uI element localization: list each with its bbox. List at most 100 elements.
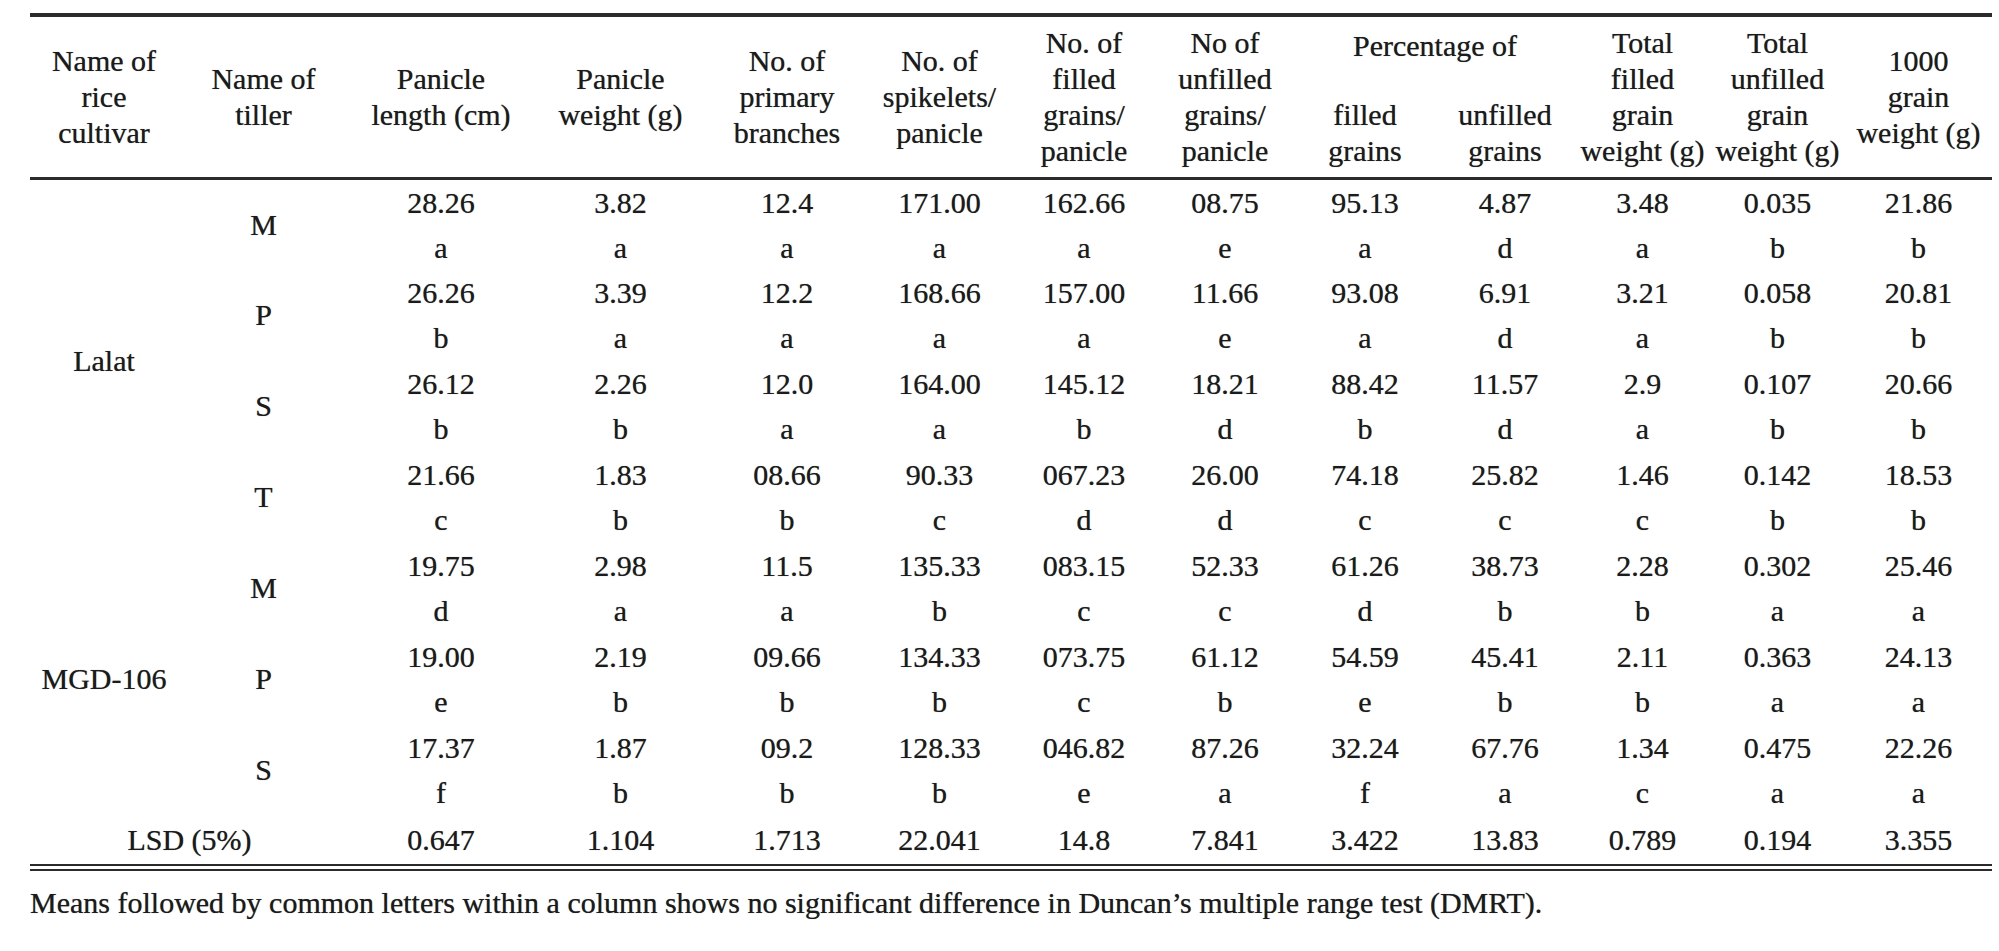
- cell-value: 20.81: [1845, 270, 1992, 315]
- dmrt-letter: b: [533, 497, 708, 542]
- cell-primary-branches: 12.2a: [708, 270, 866, 361]
- cell-value: 88.42: [1295, 361, 1435, 406]
- cell-total-unfilled-grain-weight: 0.058b: [1710, 270, 1845, 361]
- cell-value: 157.00: [1013, 270, 1155, 315]
- cell-value: 1.83: [533, 452, 708, 497]
- cultivar-name: MGD-106: [30, 543, 178, 816]
- cell-total-unfilled-grain-weight: 0.142b: [1710, 452, 1845, 543]
- col-header-primary-branches: No. of primary branches: [708, 15, 866, 178]
- cell-value: 38.73: [1435, 543, 1575, 588]
- cell-filled-grains-per-panicle: 083.15c: [1013, 543, 1155, 634]
- cell-value: 0.302: [1710, 543, 1845, 588]
- cell-value: 0.363: [1710, 634, 1845, 679]
- cell-filled-grains-per-panicle: 073.75c: [1013, 634, 1155, 725]
- col-header-tiller: Name of tiller: [178, 15, 349, 178]
- cell-spikelets-per-panicle: 135.33b: [866, 543, 1013, 634]
- cell-value: 61.26: [1295, 543, 1435, 588]
- cell-unfilled-grains-per-panicle: 87.26a: [1155, 725, 1295, 816]
- cell-unfilled-grains-per-panicle: 08.75e: [1155, 178, 1295, 270]
- dmrt-letter: a: [1845, 770, 1992, 815]
- dmrt-letter: c: [349, 497, 533, 542]
- cell-total-unfilled-grain-weight: 0.035b: [1710, 178, 1845, 270]
- cell-value: 54.59: [1295, 634, 1435, 679]
- cell-value: 26.26: [349, 270, 533, 315]
- cell-thousand-grain-weight: 25.46a: [1845, 543, 1992, 634]
- cell-value: 87.26: [1155, 725, 1295, 770]
- cell-panicle-length: 17.37f: [349, 725, 533, 816]
- dmrt-letter: a: [533, 588, 708, 633]
- cell-primary-branches: 08.66b: [708, 452, 866, 543]
- cell-value: 74.18: [1295, 452, 1435, 497]
- cell-filled-grains-per-panicle: 145.12b: [1013, 361, 1155, 452]
- dmrt-letter: a: [1845, 588, 1992, 633]
- col-header-1000-grain-weight: 1000 grain weight (g): [1845, 15, 1992, 178]
- cell-value: 2.98: [533, 543, 708, 588]
- tiller-row: P19.00e2.19b09.66b134.33b073.75c61.12b54…: [30, 634, 1992, 725]
- cell-spikelets-per-panicle: 128.33b: [866, 725, 1013, 816]
- dmrt-letter: b: [533, 679, 708, 724]
- cell-total-unfilled-grain-weight: 0.302a: [1710, 543, 1845, 634]
- cell-filled-grains-per-panicle: 067.23d: [1013, 452, 1155, 543]
- cell-value: 11.57: [1435, 361, 1575, 406]
- cell-panicle-weight: 2.26b: [533, 361, 708, 452]
- dmrt-letter: a: [1710, 679, 1845, 724]
- cell-panicle-length: 19.75d: [349, 543, 533, 634]
- rice-cultivar-table: Name of rice cultivar Name of tiller Pan…: [30, 13, 1992, 871]
- dmrt-letter: a: [1013, 315, 1155, 360]
- dmrt-letter: a: [1155, 770, 1295, 815]
- dmrt-letter: c: [1013, 588, 1155, 633]
- dmrt-letter: c: [1435, 497, 1575, 542]
- cell-value: 0.035: [1710, 180, 1845, 225]
- cell-value: 2.19: [533, 634, 708, 679]
- cell-primary-branches: 09.2b: [708, 725, 866, 816]
- cell-value: 26.00: [1155, 452, 1295, 497]
- dmrt-letter: b: [1435, 588, 1575, 633]
- cell-total-filled-grain-weight: 2.28b: [1575, 543, 1710, 634]
- dmrt-letter: a: [866, 406, 1013, 451]
- tiller-name: P: [178, 270, 349, 361]
- cell-value: 25.46: [1845, 543, 1992, 588]
- dmrt-letter: a: [533, 315, 708, 360]
- dmrt-letter: b: [866, 588, 1013, 633]
- dmrt-letter: b: [708, 497, 866, 542]
- cell-thousand-grain-weight: 20.66b: [1845, 361, 1992, 452]
- lsd-unfilled-grains-per-panicle: 7.841: [1155, 816, 1295, 868]
- cell-value: 18.53: [1845, 452, 1992, 497]
- cell-spikelets-per-panicle: 134.33b: [866, 634, 1013, 725]
- cell-total-filled-grain-weight: 3.48a: [1575, 178, 1710, 270]
- col-header-spikelets-per-panicle: No. of spikelets/ panicle: [866, 15, 1013, 178]
- lsd-row: LSD (5%)0.6471.1041.71322.04114.87.8413.…: [30, 816, 1992, 868]
- tiller-row: P26.26b3.39a12.2a168.66a157.00a11.66e93.…: [30, 270, 1992, 361]
- dmrt-letter: d: [1435, 225, 1575, 270]
- cell-value: 32.24: [1295, 725, 1435, 770]
- dmrt-letter: d: [1155, 497, 1295, 542]
- col-header-pct-unfilled-grains: unfilled grains: [1435, 75, 1575, 178]
- cell-value: 3.82: [533, 180, 708, 225]
- dmrt-letter: a: [708, 315, 866, 360]
- cell-unfilled-grains-per-panicle: 52.33c: [1155, 543, 1295, 634]
- dmrt-letter: a: [1710, 770, 1845, 815]
- lsd-pct-unfilled-grains: 13.83: [1435, 816, 1575, 868]
- cell-total-filled-grain-weight: 2.11b: [1575, 634, 1710, 725]
- cell-value: 0.107: [1710, 361, 1845, 406]
- dmrt-letter: a: [1575, 315, 1710, 360]
- header-row-1: Name of rice cultivar Name of tiller Pan…: [30, 15, 1992, 75]
- dmrt-letter: b: [1435, 679, 1575, 724]
- cell-value: 90.33: [866, 452, 1013, 497]
- lsd-filled-grains-per-panicle: 14.8: [1013, 816, 1155, 868]
- cell-panicle-length: 21.66c: [349, 452, 533, 543]
- cell-value: 3.39: [533, 270, 708, 315]
- dmrt-letter: a: [1575, 406, 1710, 451]
- cell-total-unfilled-grain-weight: 0.475a: [1710, 725, 1845, 816]
- cell-pct-filled-grains: 88.42b: [1295, 361, 1435, 452]
- cell-primary-branches: 12.0a: [708, 361, 866, 452]
- col-header-panicle-length: Panicle length (cm): [349, 15, 533, 178]
- dmrt-letter: c: [1575, 497, 1710, 542]
- dmrt-letter: f: [1295, 770, 1435, 815]
- table-body: LalatM28.26a3.82a12.4a171.00a162.66a08.7…: [30, 178, 1992, 868]
- cell-thousand-grain-weight: 22.26a: [1845, 725, 1992, 816]
- dmrt-letter: c: [1575, 770, 1710, 815]
- cell-value: 0.475: [1710, 725, 1845, 770]
- dmrt-letter: a: [1575, 225, 1710, 270]
- dmrt-letter: d: [1013, 497, 1155, 542]
